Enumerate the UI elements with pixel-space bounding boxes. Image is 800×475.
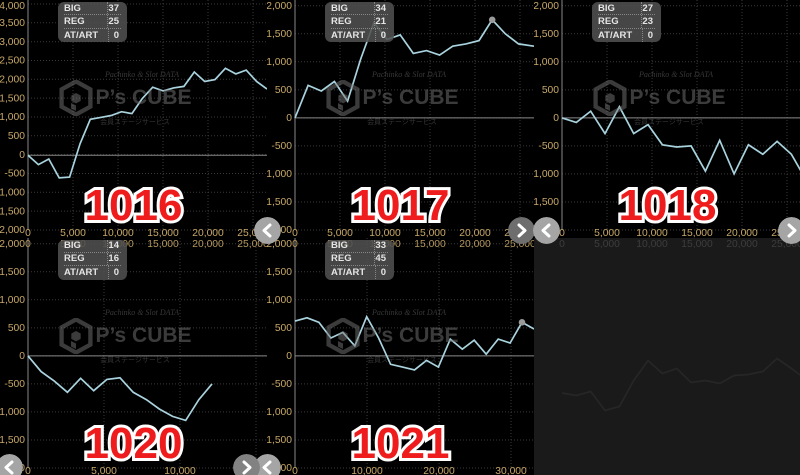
svg-text:20,000: 20,000 [459,239,491,250]
svg-text:20,000: 20,000 [726,239,758,250]
svg-text:4,000: 4,000 [0,1,25,12]
svg-text:0: 0 [19,150,25,161]
svg-text:500: 500 [8,323,25,334]
svg-text:0: 0 [286,113,292,124]
svg-text:2,000: 2,000 [534,1,559,12]
svg-text:15,000: 15,000 [681,239,713,250]
svg-text:0: 0 [559,239,565,250]
svg-text:1,500: 1,500 [267,267,292,278]
svg-text:500: 500 [8,131,25,142]
svg-text:5,000: 5,000 [594,239,620,250]
svg-text:-500: -500 [271,141,292,152]
svg-text:15,000: 15,000 [414,239,446,250]
svg-text:1,000: 1,000 [0,112,25,123]
svg-text:1,500: 1,500 [0,93,25,104]
svg-text:1,500: 1,500 [0,267,25,278]
svg-text:500: 500 [275,85,292,96]
svg-text:-500: -500 [4,379,25,390]
svg-text:3,500: 3,500 [0,18,25,29]
svg-text:-500: -500 [271,379,292,390]
svg-text:0: 0 [292,239,298,250]
svg-text:0: 0 [19,351,25,362]
svg-text:-500: -500 [4,169,25,180]
svg-text:1,500: 1,500 [534,29,559,40]
svg-text:2,000: 2,000 [0,75,25,86]
svg-text:1,000: 1,000 [0,295,25,306]
svg-text:2,500: 2,500 [0,56,25,67]
svg-text:20,000: 20,000 [192,239,224,250]
svg-text:3,000: 3,000 [0,37,25,48]
svg-text:1,000: 1,000 [267,57,292,68]
svg-text:0: 0 [553,113,559,124]
svg-text:1,500: 1,500 [267,29,292,40]
svg-text:-500: -500 [538,141,559,152]
svg-text:0: 0 [25,239,31,250]
svg-text:-1,000: -1,000 [534,169,559,180]
svg-text:0: 0 [286,351,292,362]
svg-text:500: 500 [275,323,292,334]
svg-text:1,000: 1,000 [267,295,292,306]
svg-text:2,000: 2,000 [267,1,292,12]
svg-text:15,000: 15,000 [147,239,179,250]
svg-text:-1,000: -1,000 [267,169,292,180]
svg-text:-1,000: -1,000 [267,407,292,418]
svg-text:500: 500 [542,85,559,96]
svg-text:-1,000: -1,000 [0,407,25,418]
svg-text:10,000: 10,000 [636,239,668,250]
svg-text:1,000: 1,000 [534,57,559,68]
